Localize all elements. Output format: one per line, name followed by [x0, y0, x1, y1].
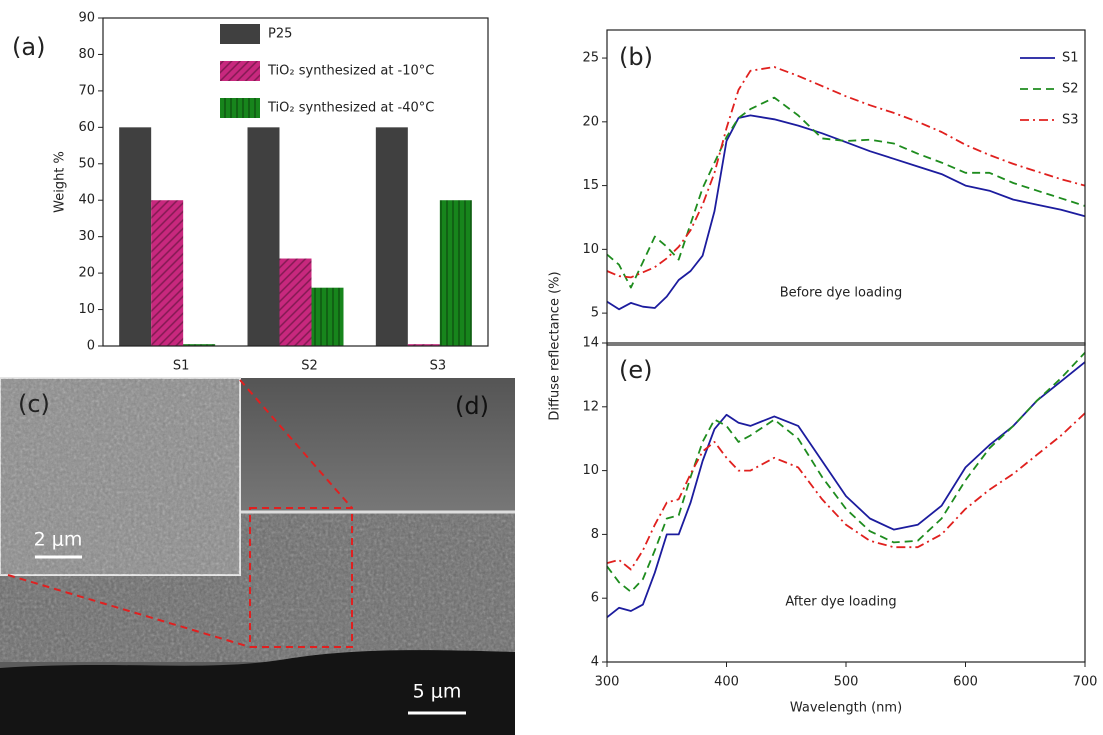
panel-label: (d)	[455, 392, 489, 420]
y-tick-label: 20	[582, 114, 599, 129]
plot-frame	[102, 17, 489, 347]
y-tick-label: 70	[78, 83, 95, 98]
zoom-line	[7, 574, 251, 648]
y-tick-label: 80	[78, 47, 95, 62]
legend-swatch	[220, 98, 260, 118]
legend-label: S1	[1062, 51, 1079, 66]
bar	[247, 127, 280, 346]
legend-swatch	[220, 61, 260, 81]
sem-image: (c) (d) 2 μm 5 μm	[0, 377, 515, 735]
y-tick-label: 10	[78, 302, 95, 317]
y-tick-label: 0	[87, 339, 95, 354]
y-tick-label: 15	[582, 178, 599, 193]
panel: 5 10 15 20 25 (b) S1 S2 S3 Diffuse reflectance (%…	[548, 29, 1086, 421]
bar	[375, 127, 408, 346]
x-tick-label: S1	[173, 359, 190, 374]
x-tick-label: 700	[1073, 675, 1098, 690]
bar	[311, 287, 344, 346]
line	[606, 361, 1086, 619]
line	[606, 114, 1086, 311]
legend-label: S3	[1062, 113, 1079, 128]
y-axis-label: Weight %	[53, 151, 68, 213]
line	[606, 412, 1086, 571]
x-axis-label: Wavelength (nm)	[790, 701, 902, 716]
y-tick-label: 10	[582, 242, 599, 257]
x-tick-label: S3	[430, 359, 447, 374]
bar	[279, 258, 312, 346]
y-tick-label: 25	[582, 51, 599, 66]
scale-bar-label: 5 μm	[413, 681, 462, 703]
substrate	[0, 650, 515, 735]
y-tick-label: 30	[78, 229, 95, 244]
image-vacuum	[240, 378, 515, 512]
panel-label: (e)	[619, 356, 653, 384]
legend-swatch	[220, 24, 260, 44]
x-tick-label: 400	[714, 675, 739, 690]
plot-frame	[606, 342, 1086, 663]
y-tick-label: 6	[591, 591, 599, 606]
panel-label: (b)	[619, 43, 653, 71]
y-tick-label: 4	[591, 655, 599, 670]
y-tick-label: 60	[78, 120, 95, 135]
panel-label: (a)	[12, 33, 45, 61]
y-tick-label: 40	[78, 193, 95, 208]
y-tick-label: 10	[582, 463, 599, 478]
annotation: Before dye loading	[780, 286, 903, 301]
annotation: After dye loading	[785, 595, 896, 610]
zoom-line	[239, 379, 353, 509]
x-tick-label: 600	[953, 675, 978, 690]
line	[606, 96, 1086, 289]
x-tick-label: S2	[301, 359, 318, 374]
x-tick-label: 500	[834, 675, 859, 690]
bar	[407, 344, 440, 346]
legend-label: P25	[268, 27, 292, 42]
x-tick-label: 300	[595, 675, 620, 690]
y-tick-label: 50	[78, 156, 95, 171]
panel: 4 6 8 10 12 14 (e) 300 400 500 600 700 Wavelength (n…	[582, 336, 1097, 716]
legend-label: S2	[1062, 82, 1079, 97]
y-axis-label: Diffuse reflectance (%)	[548, 271, 563, 420]
bar	[439, 200, 472, 346]
bar	[119, 127, 152, 346]
y-tick-label: 8	[591, 527, 599, 542]
plot-frame	[606, 29, 1086, 346]
legend-label: TiO₂ synthesized at -40°C	[267, 101, 434, 116]
bar	[151, 200, 184, 346]
zoom-box	[249, 507, 353, 648]
panel-label: (c)	[18, 390, 50, 418]
panel: 0 10 20 30 40 50 60 70 80 90 (a) P25 TiO₂ synthesize…	[12, 11, 489, 374]
bar	[183, 344, 216, 346]
y-tick-label: 5	[591, 306, 599, 321]
inset-texture	[0, 378, 240, 575]
y-tick-label: 20	[78, 266, 95, 281]
y-tick-label: 14	[582, 336, 599, 351]
legend-label: TiO₂ synthesized at -10°C	[267, 64, 434, 79]
line	[606, 351, 1086, 593]
y-tick-label: 12	[582, 399, 599, 414]
line	[606, 66, 1086, 279]
scale-bar-label: 2 μm	[34, 529, 83, 551]
y-tick-label: 90	[78, 11, 95, 26]
